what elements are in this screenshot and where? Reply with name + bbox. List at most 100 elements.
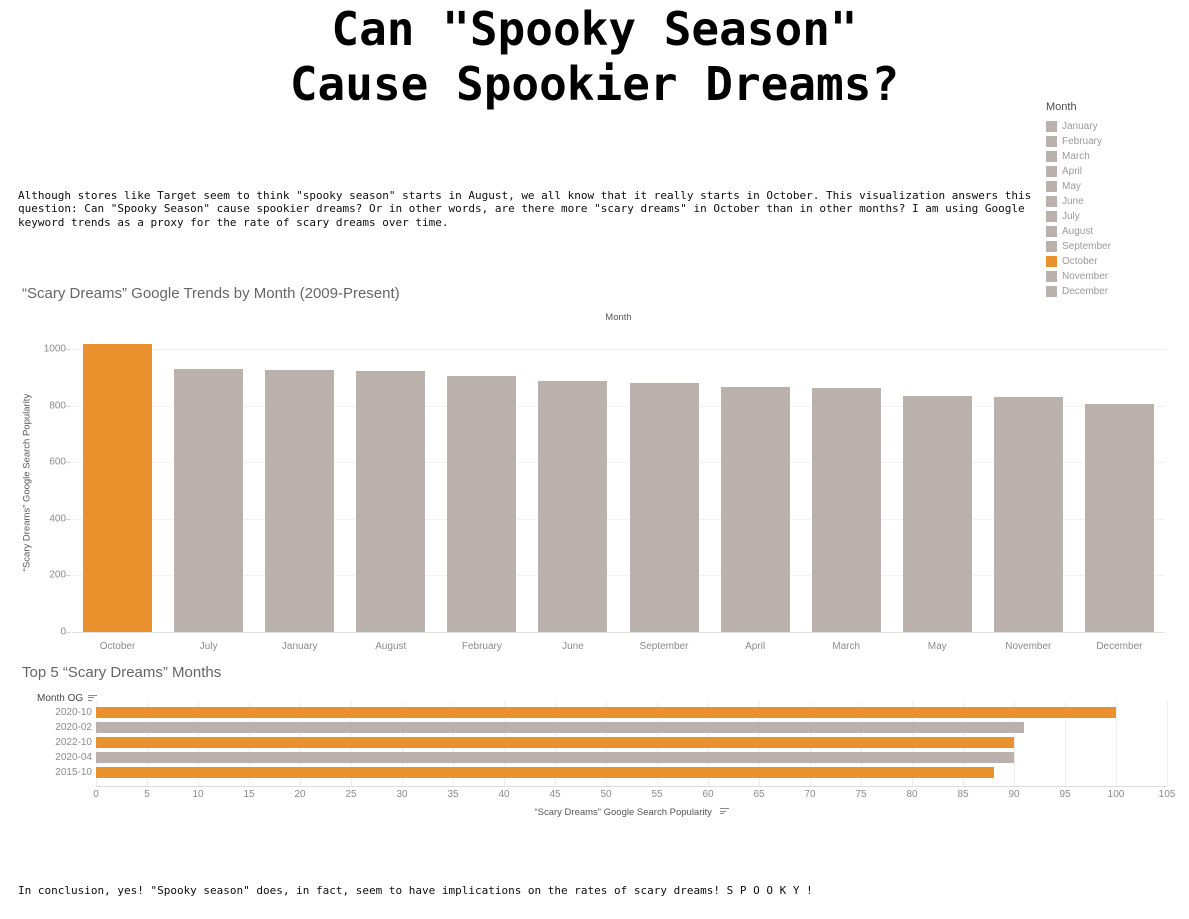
y-tick-mark: [66, 518, 71, 520]
bar-august[interactable]: [356, 371, 426, 632]
dashboard-title-line2: Cause Spookier Dreams?: [289, 57, 900, 111]
legend-item-may[interactable]: May: [1046, 179, 1111, 194]
x-tick-label: 105: [1158, 789, 1176, 800]
x-category-label-october: October: [99, 641, 136, 652]
row-label-2020-10: 2020-10: [55, 707, 92, 718]
legend-item-july[interactable]: July: [1046, 209, 1111, 224]
x-tick-label: 30: [396, 789, 408, 800]
legend-item-march[interactable]: March: [1046, 149, 1111, 164]
legend-swatch-icon: [1046, 226, 1057, 237]
dashboard-title: Can "Spooky Season" Cause Spookier Dream…: [0, 2, 1189, 112]
bar-2020-10[interactable]: [96, 707, 1116, 718]
x-category-label-march: March: [832, 641, 861, 652]
x-category-label-december: December: [1096, 641, 1143, 652]
legend-item-label: May: [1062, 181, 1081, 192]
chart2-row-header[interactable]: Month OG: [37, 693, 98, 704]
chart1-plot-area: [66, 335, 1165, 633]
legend-item-december[interactable]: December: [1046, 284, 1111, 299]
x-tick-label: 65: [753, 789, 765, 800]
legend-item-april[interactable]: April: [1046, 164, 1111, 179]
x-category-label-january: January: [281, 641, 318, 652]
x-tick-label: 10: [192, 789, 204, 800]
y-tick-mark: [66, 632, 71, 633]
x-tick-label: 35: [447, 789, 459, 800]
legend-item-label: October: [1062, 256, 1098, 267]
bar-2015-10[interactable]: [96, 767, 994, 778]
bar-march[interactable]: [811, 387, 881, 632]
legend-swatch-icon: [1046, 166, 1057, 177]
legend-swatch-icon: [1046, 136, 1057, 147]
bar-2020-02[interactable]: [96, 722, 1025, 733]
dashboard-title-line1: Can "Spooky Season": [331, 2, 858, 56]
legend-item-february[interactable]: February: [1046, 134, 1111, 149]
row-label-2015-10: 2015-10: [55, 767, 92, 778]
legend-swatch-icon: [1046, 271, 1057, 282]
x-category-label-november: November: [1005, 641, 1052, 652]
y-tick-mark: [66, 575, 71, 577]
chart2-title: Top 5 “Scary Dreams” Months: [22, 664, 222, 681]
legend-item-october[interactable]: October: [1046, 254, 1111, 269]
gridline: [1014, 702, 1015, 786]
y-tick-label: 0: [60, 626, 66, 638]
y-tick-mark: [66, 405, 71, 407]
chart1-y-axis-labels: 0 200 400 600 800 1000: [0, 335, 66, 638]
sort-icon[interactable]: [719, 808, 729, 816]
legend-swatch-icon: [1046, 181, 1057, 192]
bar-july[interactable]: [174, 368, 244, 632]
legend-item-label: December: [1062, 286, 1109, 297]
x-tick-label: 40: [498, 789, 510, 800]
legend-items: January February March April May June July Augu…: [1046, 119, 1111, 299]
bar-december[interactable]: [1084, 404, 1154, 632]
bar-september[interactable]: [629, 383, 699, 632]
chart1-title: “Scary Dreams” Google Trends by Month (2…: [22, 285, 400, 302]
chart1-column-header[interactable]: Month: [605, 312, 632, 323]
legend-item-january[interactable]: January: [1046, 119, 1111, 134]
x-tick-label: 45: [549, 789, 561, 800]
gridline: [72, 462, 1165, 464]
x-tick-label: 60: [702, 789, 714, 800]
gridline: [1065, 702, 1066, 786]
x-category-label-august: August: [375, 641, 407, 652]
bar-may[interactable]: [902, 396, 972, 632]
y-tick-label: 400: [49, 513, 66, 525]
y-tick-label: 200: [49, 569, 66, 581]
chart2-x-axis-title[interactable]: “Scary Dreams” Google Search Popularity: [96, 807, 1167, 818]
x-category-label-february: February: [461, 641, 502, 652]
x-tick-label: 80: [906, 789, 918, 800]
x-tick-label: 15: [243, 789, 255, 800]
bar-april[interactable]: [720, 387, 790, 632]
y-tick-label: 1000: [43, 343, 66, 355]
bar-january[interactable]: [265, 369, 335, 632]
x-tick-label: 0: [93, 789, 99, 800]
bar-2020-04[interactable]: [96, 752, 1014, 763]
chart2-x-axis-title-label: “Scary Dreams” Google Search Popularity: [534, 807, 712, 818]
chart2-row-header-label: Month OG: [37, 693, 84, 704]
chart2-x-axis-labels: 0 5 10 15 20 25 30 35 40 45 50 55 60 65 70 75 80 85 90 95 10…: [93, 789, 1175, 801]
bar-2022-10[interactable]: [96, 737, 1014, 748]
x-category-label-september: September: [639, 641, 689, 652]
legend-item-label: July: [1062, 211, 1080, 222]
bar-june[interactable]: [538, 380, 608, 632]
x-tick-label: 85: [957, 789, 969, 800]
legend-title: Month: [1046, 101, 1077, 113]
gridline: [1167, 702, 1168, 786]
chart1-x-axis-labels: October July January August February June Sept…: [72, 641, 1165, 652]
row-label-2022-10: 2022-10: [55, 737, 92, 748]
legend-item-june[interactable]: June: [1046, 194, 1111, 209]
legend-swatch-icon: [1046, 196, 1057, 207]
x-tick-label: 75: [855, 789, 867, 800]
legend-item-label: August: [1062, 226, 1094, 237]
gridline: [72, 349, 1165, 351]
bar-october[interactable]: [83, 343, 153, 632]
y-tick-label: 600: [49, 456, 66, 468]
x-tick-label: 95: [1059, 789, 1071, 800]
legend-item-november[interactable]: November: [1046, 269, 1111, 284]
x-tick-label: 90: [1008, 789, 1020, 800]
legend-item-august[interactable]: August: [1046, 224, 1111, 239]
sort-icon[interactable]: [88, 694, 98, 703]
x-tick-label: 5: [144, 789, 150, 800]
gridline: [72, 518, 1165, 520]
legend-item-september[interactable]: September: [1046, 239, 1111, 254]
bar-november[interactable]: [993, 397, 1063, 632]
bar-february[interactable]: [447, 376, 517, 632]
